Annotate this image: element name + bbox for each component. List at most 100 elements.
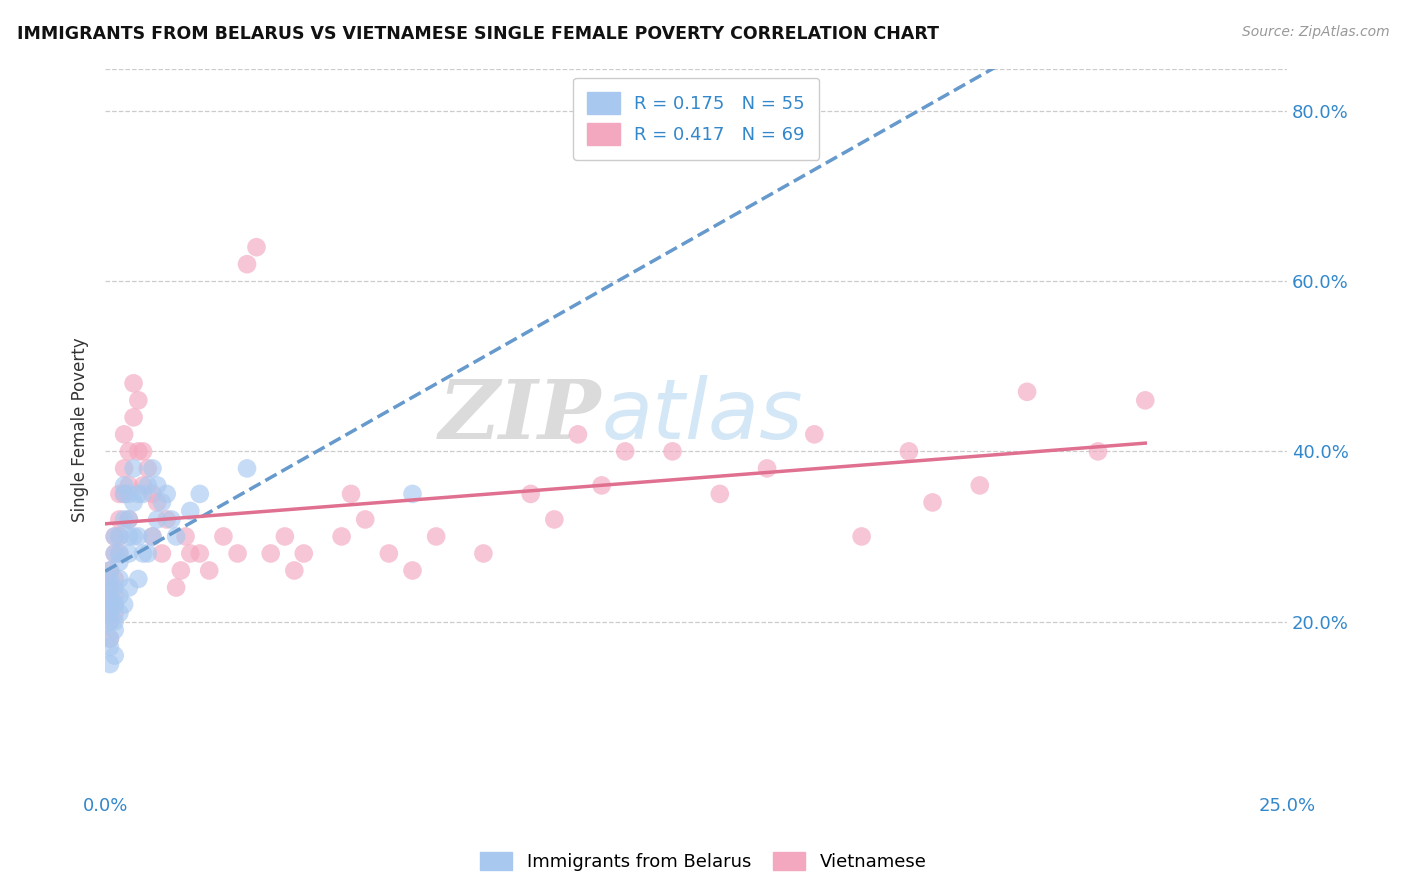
Point	[150, 495, 173, 509]
Point	[226, 546, 249, 560]
Point	[136, 461, 159, 475]
Point	[543, 512, 565, 526]
Point	[165, 529, 187, 543]
Point	[340, 487, 363, 501]
Point	[118, 487, 141, 501]
Point	[98, 564, 121, 578]
Point	[98, 640, 121, 654]
Point	[108, 546, 131, 560]
Point	[112, 487, 135, 501]
Point	[472, 546, 495, 560]
Y-axis label: Single Female Poverty: Single Female Poverty	[72, 338, 89, 523]
Point	[519, 487, 541, 501]
Point	[108, 589, 131, 603]
Point	[146, 495, 169, 509]
Legend: R = 0.175   N = 55, R = 0.417   N = 69: R = 0.175 N = 55, R = 0.417 N = 69	[572, 78, 820, 160]
Point	[108, 512, 131, 526]
Point	[212, 529, 235, 543]
Point	[127, 572, 149, 586]
Point	[141, 529, 163, 543]
Text: ZIP: ZIP	[439, 376, 602, 456]
Point	[98, 589, 121, 603]
Point	[156, 512, 179, 526]
Point	[283, 564, 305, 578]
Point	[104, 598, 127, 612]
Point	[198, 564, 221, 578]
Point	[98, 615, 121, 629]
Point	[292, 546, 315, 560]
Point	[165, 581, 187, 595]
Point	[127, 444, 149, 458]
Point	[170, 564, 193, 578]
Point	[98, 564, 121, 578]
Point	[614, 444, 637, 458]
Point	[98, 581, 121, 595]
Point	[132, 478, 155, 492]
Point	[132, 487, 155, 501]
Point	[98, 598, 121, 612]
Point	[104, 598, 127, 612]
Point	[567, 427, 589, 442]
Point	[112, 427, 135, 442]
Point	[188, 487, 211, 501]
Point	[104, 529, 127, 543]
Text: Source: ZipAtlas.com: Source: ZipAtlas.com	[1241, 25, 1389, 39]
Point	[108, 606, 131, 620]
Point	[132, 546, 155, 560]
Point	[179, 504, 201, 518]
Point	[174, 529, 197, 543]
Point	[104, 529, 127, 543]
Point	[127, 487, 149, 501]
Point	[98, 598, 121, 612]
Point	[146, 478, 169, 492]
Point	[188, 546, 211, 560]
Point	[330, 529, 353, 543]
Point	[112, 478, 135, 492]
Text: atlas: atlas	[602, 376, 803, 456]
Point	[146, 512, 169, 526]
Point	[851, 529, 873, 543]
Point	[112, 598, 135, 612]
Point	[108, 487, 131, 501]
Point	[118, 581, 141, 595]
Point	[132, 444, 155, 458]
Point	[122, 410, 145, 425]
Point	[354, 512, 377, 526]
Point	[141, 461, 163, 475]
Point	[108, 555, 131, 569]
Point	[274, 529, 297, 543]
Point	[127, 529, 149, 543]
Point	[156, 487, 179, 501]
Point	[98, 615, 121, 629]
Point	[104, 615, 127, 629]
Point	[1135, 393, 1157, 408]
Point	[104, 606, 127, 620]
Point	[236, 461, 259, 475]
Point	[803, 427, 825, 442]
Point	[98, 572, 121, 586]
Point	[112, 461, 135, 475]
Point	[98, 606, 121, 620]
Point	[104, 546, 127, 560]
Point	[236, 257, 259, 271]
Point	[1087, 444, 1109, 458]
Point	[160, 512, 183, 526]
Point	[150, 546, 173, 560]
Point	[260, 546, 283, 560]
Point	[425, 529, 447, 543]
Point	[122, 529, 145, 543]
Point	[104, 546, 127, 560]
Point	[756, 461, 779, 475]
Point	[118, 546, 141, 560]
Point	[104, 581, 127, 595]
Point	[112, 487, 135, 501]
Point	[709, 487, 731, 501]
Point	[118, 512, 141, 526]
Point	[378, 546, 401, 560]
Point	[98, 632, 121, 646]
Point	[661, 444, 683, 458]
Point	[108, 572, 131, 586]
Point	[136, 546, 159, 560]
Point	[118, 512, 141, 526]
Point	[108, 546, 131, 560]
